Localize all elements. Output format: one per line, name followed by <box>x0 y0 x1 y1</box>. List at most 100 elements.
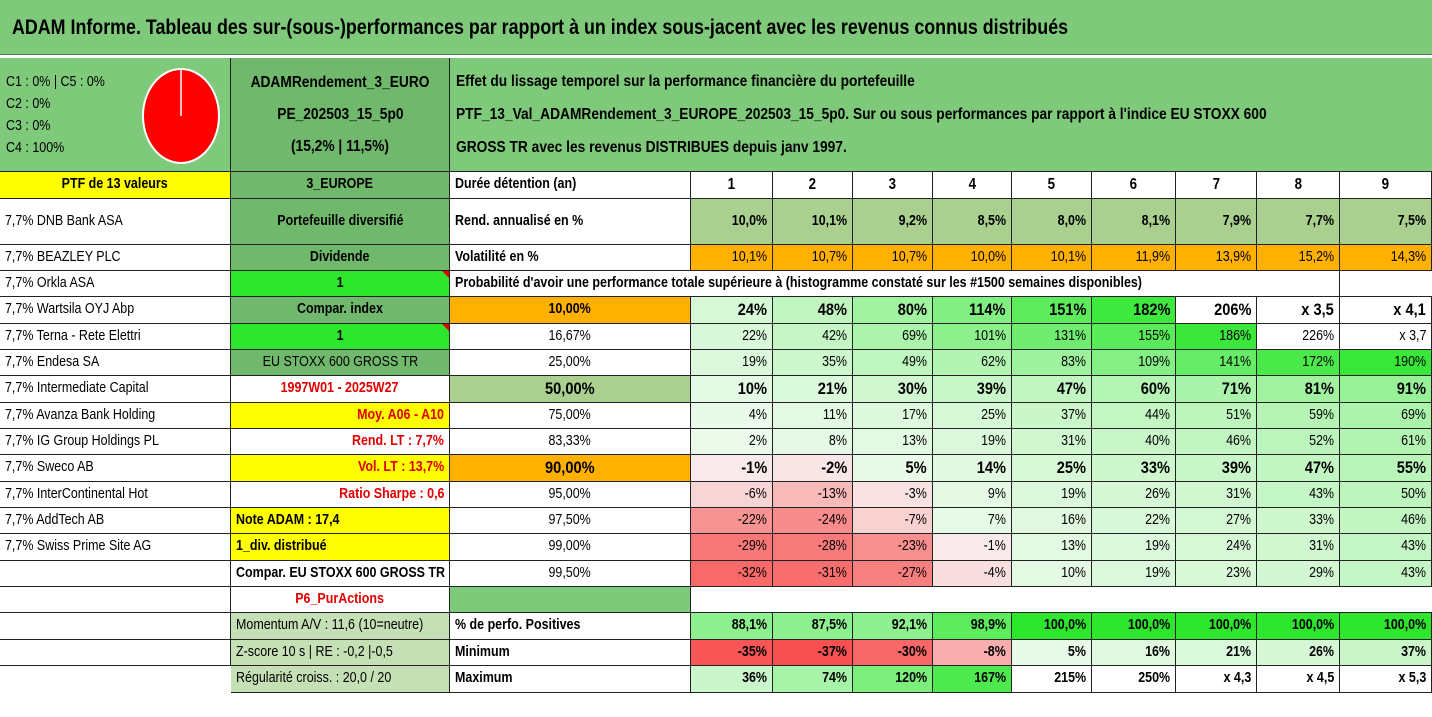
prob-value: 19% <box>1092 534 1176 561</box>
prob-value: 39% <box>1176 455 1257 482</box>
holding-row-text: 7,7% Orkla ASA <box>5 274 95 291</box>
prob-value: 14% <box>933 455 1012 482</box>
prob-value: -7% <box>853 508 933 534</box>
year-header: 4 <box>933 172 1012 199</box>
vol-value-text: 15,2% <box>1298 248 1334 265</box>
compar-full-label-text: Compar. EU STOXX 600 GROSS TR <box>236 564 446 581</box>
prob-value: 21% <box>773 376 853 403</box>
max-value-text: 215% <box>1054 670 1086 687</box>
max-label-text: Maximum <box>455 670 513 687</box>
prob-level: 95,00% <box>450 482 691 508</box>
prob-value: 43% <box>1257 482 1340 508</box>
prob-level-text: 25,00% <box>548 353 592 370</box>
prob-level: 99,00% <box>450 534 691 561</box>
prob-value-text: 11% <box>822 406 847 423</box>
note-adam: Note ADAM : 17,4 <box>231 508 450 534</box>
prob-value: -2% <box>773 455 853 482</box>
prob-level-text: 97,50% <box>548 511 592 528</box>
prob-value-text: 31% <box>1061 432 1086 449</box>
rend-lt-text: Rend. LT : 7,7% <box>352 432 444 449</box>
prob-value-text: 47% <box>1056 378 1086 398</box>
prob-value-text: 19% <box>1145 538 1170 555</box>
year-header-text: 8 <box>1294 176 1302 194</box>
prob-value-text: 8% <box>828 432 847 449</box>
max-value-text: 250% <box>1138 670 1170 687</box>
prob-value: 52% <box>1257 429 1340 455</box>
prob-value: 5% <box>853 455 933 482</box>
prob-value-text: 186% <box>1219 327 1251 344</box>
prob-value: -29% <box>691 534 773 561</box>
rend-value: 7,5% <box>1340 199 1432 245</box>
year-header-text: 7 <box>1212 176 1220 194</box>
prob-value: 182% <box>1092 297 1176 324</box>
prob-value: 40% <box>1092 429 1176 455</box>
prob-value: 19% <box>1092 561 1176 587</box>
max-value: 250% <box>1092 666 1176 693</box>
vol-value: 15,2% <box>1257 245 1340 271</box>
index-name-text: EU STOXX 600 GROSS TR <box>262 353 418 370</box>
prob-value-text: 69% <box>902 327 927 344</box>
description-line: PTF_13_Val_ADAMRendement_3_EUROPE_202503… <box>456 106 1267 123</box>
prob-value: 190% <box>1340 350 1432 376</box>
rend-value: 9,2% <box>853 199 933 245</box>
duree-label: Durée détention (an) <box>450 172 691 199</box>
vol-value-text: 10,1% <box>1050 248 1086 265</box>
prob-value-text: 16% <box>1061 511 1086 528</box>
prob-value-text: 40% <box>1145 432 1170 449</box>
portfolio-line: PE_202503_15_5p0 <box>276 105 404 123</box>
prob-value: 226% <box>1257 324 1340 350</box>
min-value: 21% <box>1176 640 1257 666</box>
holding-row-text: 7,7% InterContinental Hot <box>5 485 148 502</box>
report-title-bar: ADAM Informe. Tableau des sur-(sous-)per… <box>0 0 1432 55</box>
prob-level: 90,00% <box>450 455 691 482</box>
prob-value-text: 172% <box>1302 353 1334 370</box>
rend-value: 10,0% <box>691 199 773 245</box>
holding-row-text: 7,7% Intermediate Capital <box>5 380 149 397</box>
holding-row-text: 7,7% Sweco AB <box>5 459 94 476</box>
prob-value-text: x 4,1 <box>1393 299 1426 319</box>
prob-value-text: 226% <box>1302 327 1334 344</box>
prob-value-text: 31% <box>1226 485 1251 502</box>
prob-value: x 4,1 <box>1340 297 1432 324</box>
prob-value-text: -22% <box>737 511 767 528</box>
compar-index-value-text: 1 <box>336 327 344 344</box>
max-value: 74% <box>773 666 853 693</box>
dividende-label: Dividende <box>231 245 450 271</box>
prob-value-text: 61% <box>1401 432 1426 449</box>
dividende-value: 1 <box>231 271 450 297</box>
prob-level-text: 10,00% <box>548 301 592 318</box>
dividend-distributed: 1_div. distribué <box>231 534 450 561</box>
prob-value: 141% <box>1176 350 1257 376</box>
prob-value: -1% <box>691 455 773 482</box>
rend-value: 10,1% <box>773 199 853 245</box>
prob-value-text: 10% <box>737 378 767 398</box>
empty-cell <box>1340 271 1432 297</box>
prob-value-text: 10% <box>1061 564 1086 581</box>
prob-value-text: -32% <box>737 564 767 581</box>
rend-lt: Rend. LT : 7,7% <box>231 429 450 455</box>
prob-value-text: -2% <box>820 457 847 477</box>
vol-value-text: 10,7% <box>811 248 847 265</box>
prob-value-text: 43% <box>1401 564 1426 581</box>
rend-value-text: 10,1% <box>811 212 847 229</box>
holding-row-text: 7,7% Terna - Rete Elettri <box>5 327 141 344</box>
prob-value-text: 131% <box>1054 327 1086 344</box>
prob-value: 155% <box>1092 324 1176 350</box>
prob-value-text: 114% <box>969 299 1006 319</box>
ratio-sharpe: Ratio Sharpe : 0,6 <box>231 482 450 508</box>
vol-lt: Vol. LT : 13,7% <box>231 455 450 482</box>
holding-row: 7,7% Swiss Prime Site AG <box>0 534 231 561</box>
prob-value: 26% <box>1092 482 1176 508</box>
class-line: C1 : 0% | C5 : 0% <box>6 73 105 90</box>
dividend-distributed-text: 1_div. distribué <box>236 538 327 555</box>
portfolio-line: (15,2% | 11,5%) <box>291 137 389 155</box>
prob-value-text: 19% <box>1061 485 1086 502</box>
holding-row: 7,7% Endesa SA <box>0 350 231 376</box>
year-header-text: 2 <box>808 176 817 194</box>
prob-value: 47% <box>1012 376 1092 403</box>
prob-value-text: x 3,5 <box>1301 299 1334 319</box>
moy-label-text: Moy. A06 - A10 <box>357 406 444 423</box>
prob-value: 43% <box>1340 561 1432 587</box>
max-value-text: x 5,3 <box>1398 670 1426 687</box>
prob-value-text: 5% <box>905 457 927 477</box>
